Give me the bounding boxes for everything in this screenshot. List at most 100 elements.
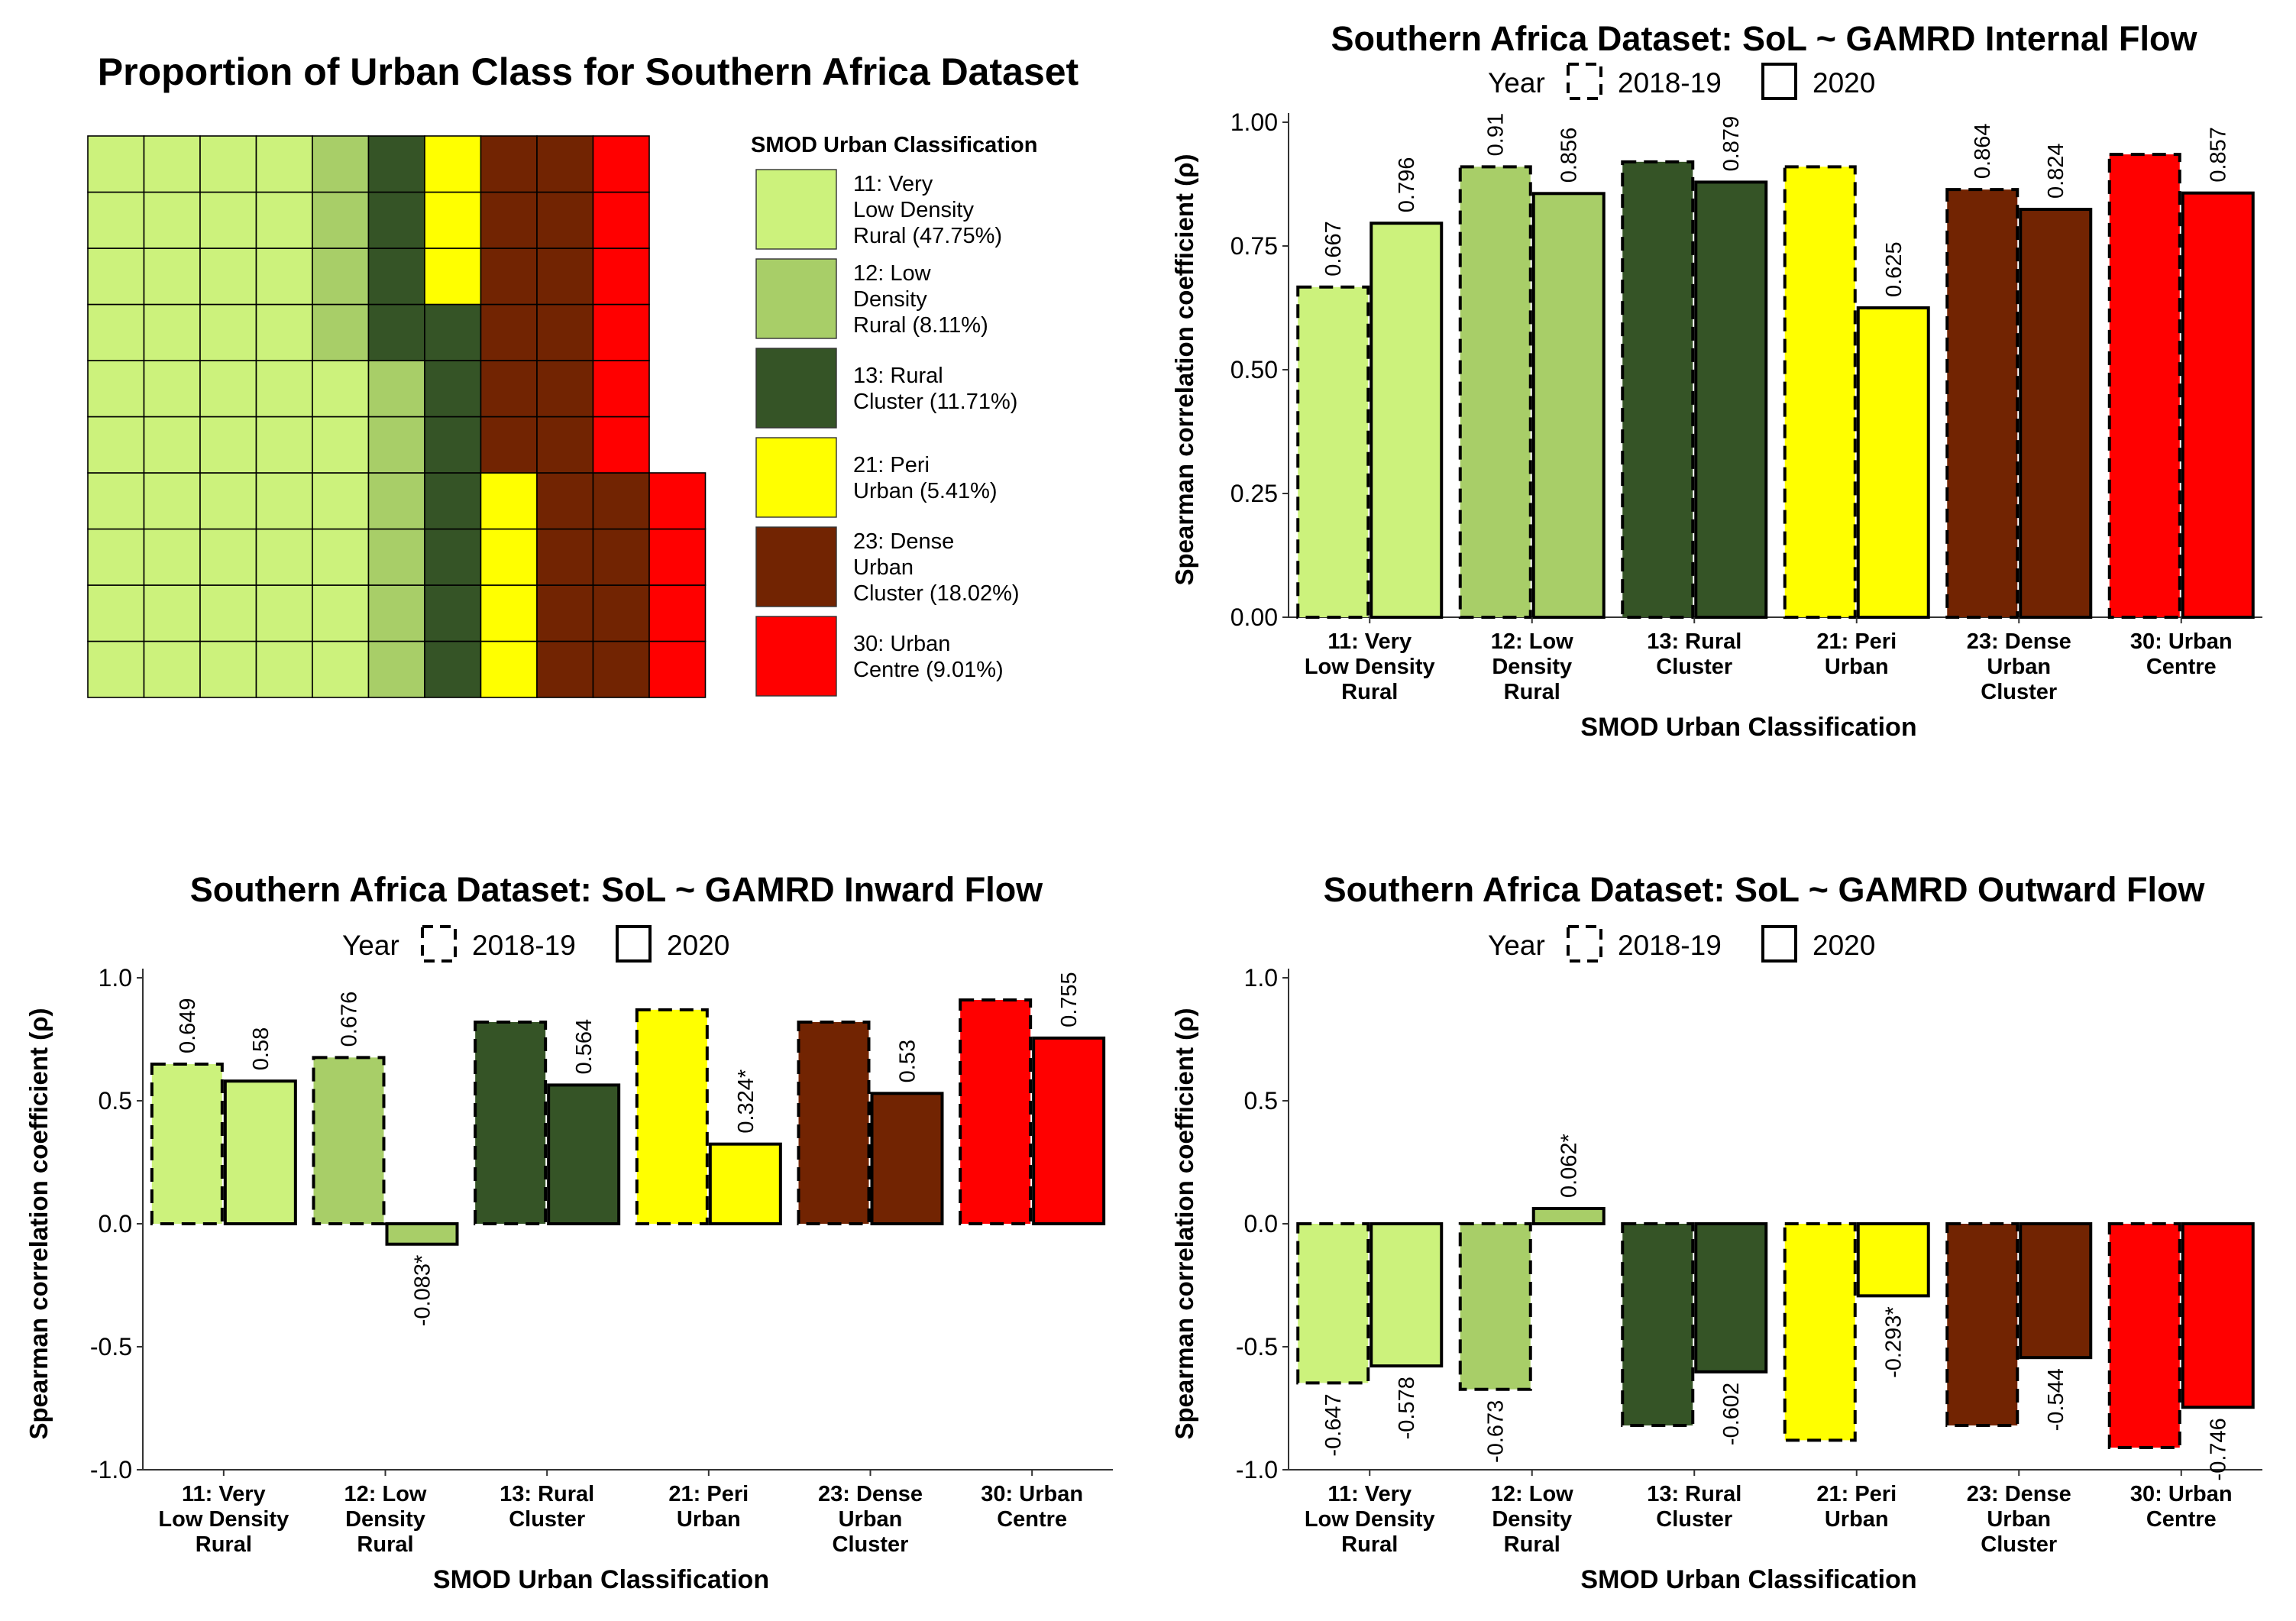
y-tick-label: 0.5 <box>1244 1087 1278 1115</box>
waffle-legend-label: Low Density <box>853 198 974 222</box>
waffle-cell-13 <box>424 640 482 698</box>
y-tick-label: 0.00 <box>1230 603 1278 631</box>
x-tick-label: 12: Low <box>1491 1482 1573 1506</box>
waffle-cell-21 <box>424 191 482 249</box>
bar-2018-19-1 <box>312 1056 386 1225</box>
waffle-cell-23 <box>592 640 650 698</box>
x-tick-label: 13: Rural <box>500 1482 594 1506</box>
waffle-cell-21 <box>480 640 538 698</box>
bar-value-label: 0.53 <box>896 1040 920 1082</box>
waffle-cell-11 <box>312 528 370 586</box>
waffle-cell-21 <box>424 248 482 306</box>
waffle-cell-11 <box>87 416 145 474</box>
y-tick-label: 0.5 <box>99 1087 132 1115</box>
internal-flow-chart: Southern Africa Dataset: SoL ~ GAMRD Int… <box>1170 19 2262 742</box>
x-tick-label: Density <box>345 1507 425 1532</box>
waffle-cell-11 <box>143 640 201 698</box>
bar-2018-19-2 <box>474 1020 548 1226</box>
bar-2020-2 <box>1694 1222 1768 1373</box>
bar-2020-4 <box>870 1092 944 1225</box>
waffle-cell-23 <box>480 135 538 193</box>
waffle-cell-30 <box>648 640 707 698</box>
waffle-cell-11 <box>143 472 201 530</box>
waffle-legend-label: Centre (9.01%) <box>853 658 1004 682</box>
waffle-cell-11 <box>199 472 257 530</box>
waffle-cell-30 <box>592 303 650 361</box>
x-tick-label: Urban <box>839 1507 903 1532</box>
waffle-legend-key <box>755 258 837 339</box>
bar-value-label: -0.578 <box>1395 1377 1419 1439</box>
waffle-cell-30 <box>648 584 707 642</box>
x-tick-label: 11: Very <box>182 1482 266 1506</box>
waffle-cell-11 <box>143 528 201 586</box>
bar-value-label: 0.324* <box>734 1069 758 1134</box>
waffle-cell-13 <box>367 303 425 361</box>
waffle-cell-23 <box>536 640 594 698</box>
x-tick-label: Centre <box>2146 1507 2217 1532</box>
y-tick-label: 1.0 <box>1244 964 1278 992</box>
bar-value-label: -0.673 <box>1484 1400 1509 1463</box>
waffle-cell-11 <box>255 248 313 306</box>
x-tick-label: Rural <box>1504 680 1560 704</box>
bar-2020-1 <box>385 1222 459 1246</box>
waffle-cell-12 <box>312 248 370 306</box>
bar-2020-5 <box>2181 191 2255 619</box>
bar-2018-19-4 <box>1945 188 2020 620</box>
waffle-cell-11 <box>199 360 257 418</box>
y-tick-label: 0.0 <box>1244 1210 1278 1238</box>
x-tick-label: Urban <box>677 1507 741 1532</box>
x-tick-label: Rural <box>1341 680 1398 704</box>
bar-value-label: -0.647 <box>1321 1393 1346 1456</box>
waffle-cell-11 <box>255 472 313 530</box>
waffle-cell-30 <box>592 191 650 249</box>
x-tick-label: 11: Very <box>1327 1482 1412 1506</box>
waffle-legend-label: 12: Low <box>853 261 932 286</box>
bar-value-label: 0.796 <box>1395 157 1419 213</box>
waffle-cell-11 <box>87 248 145 306</box>
x-tick-label: Rural <box>196 1532 252 1557</box>
x-axis-label: SMOD Urban Classification <box>1580 713 1916 742</box>
y-tick-label: 0.50 <box>1230 356 1278 383</box>
waffle-legend-key <box>755 169 837 250</box>
waffle-cell-11 <box>143 360 201 418</box>
waffle-cell-13 <box>424 584 482 642</box>
waffle-legend-key <box>755 437 837 518</box>
y-axis-label: Spearman correlation coefficient (ρ) <box>24 1008 53 1439</box>
waffle-cell-13 <box>367 135 425 193</box>
waffle-cell-23 <box>592 472 650 530</box>
bar-2020-3 <box>708 1142 782 1225</box>
x-tick-label: 30: Urban <box>981 1482 1083 1506</box>
waffle-cell-13 <box>424 528 482 586</box>
x-tick-label: 12: Low <box>344 1482 427 1506</box>
waffle-cell-12 <box>367 584 425 642</box>
waffle-legend-label: Cluster (11.71%) <box>853 390 1017 414</box>
waffle-legend-label: Rural (8.11%) <box>853 313 988 338</box>
x-tick-label: 13: Rural <box>1647 629 1741 654</box>
waffle-cell-13 <box>424 360 482 418</box>
bar-value-label: 0.864 <box>1971 124 1995 180</box>
waffle-legend-key <box>755 348 837 429</box>
waffle-cell-11 <box>255 416 313 474</box>
bar-value-label: -0.602 <box>1719 1383 1744 1445</box>
legend-key-2020 <box>1761 925 1797 963</box>
legend-key-2018-19 <box>1567 925 1602 963</box>
waffle-cell-11 <box>199 416 257 474</box>
waffle-cell-11 <box>87 360 145 418</box>
waffle-cell-13 <box>424 303 482 361</box>
waffle-cell-11 <box>87 640 145 698</box>
waffle-cell-11 <box>312 360 370 418</box>
waffle-cell-13 <box>424 416 482 474</box>
waffle-legend-label: 30: Urban <box>853 632 950 656</box>
waffle-cell-11 <box>312 640 370 698</box>
waffle-legend-label: Rural (47.75%) <box>853 224 1002 248</box>
waffle-legend-label: Density <box>853 287 927 312</box>
waffle-cell-11 <box>255 191 313 249</box>
legend-key-2020 <box>1761 63 1797 100</box>
x-tick-label: Cluster <box>1656 1507 1732 1532</box>
bar-2020-0 <box>223 1079 297 1225</box>
waffle-cell-12 <box>367 416 425 474</box>
y-axis-label: Spearman correlation coefficient (ρ) <box>1170 1008 1198 1439</box>
y-tick-label: -0.5 <box>1236 1333 1278 1361</box>
legend-label: 2020 <box>667 930 729 961</box>
bar-2020-3 <box>1856 1222 1930 1298</box>
